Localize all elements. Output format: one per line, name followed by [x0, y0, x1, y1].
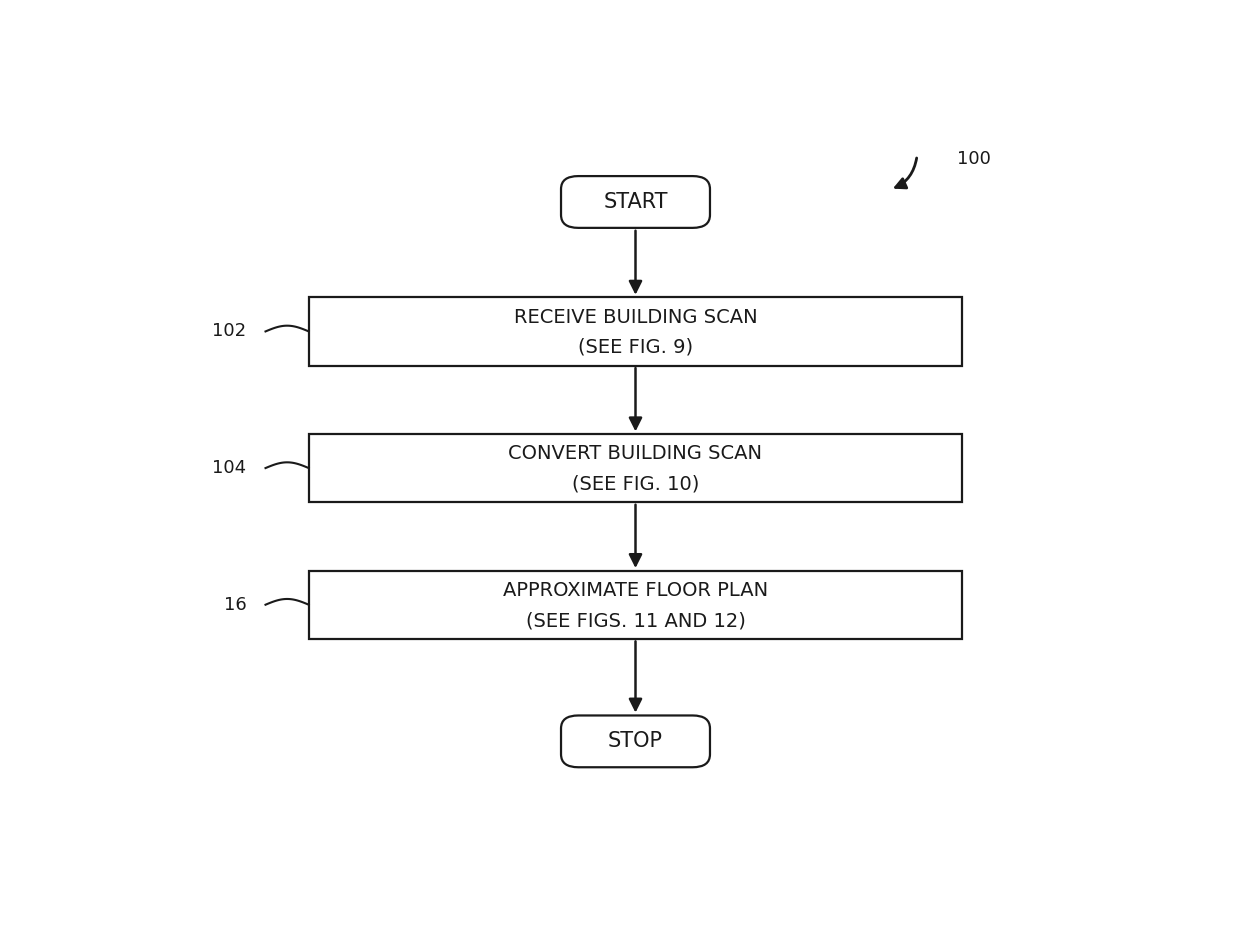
- Text: (SEE FIG. 9): (SEE FIG. 9): [578, 338, 693, 357]
- Text: START: START: [603, 192, 668, 212]
- Text: APPROXIMATE FLOOR PLAN: APPROXIMATE FLOOR PLAN: [503, 581, 768, 600]
- Text: 16: 16: [223, 596, 247, 614]
- Text: 100: 100: [957, 149, 991, 168]
- Text: 104: 104: [212, 460, 247, 477]
- FancyBboxPatch shape: [560, 177, 711, 228]
- Text: CONVERT BUILDING SCAN: CONVERT BUILDING SCAN: [508, 445, 763, 463]
- FancyBboxPatch shape: [560, 715, 711, 767]
- Bar: [309, 571, 962, 639]
- Text: (SEE FIGS. 11 AND 12): (SEE FIGS. 11 AND 12): [526, 611, 745, 630]
- Text: RECEIVE BUILDING SCAN: RECEIVE BUILDING SCAN: [513, 307, 758, 327]
- Bar: [309, 297, 962, 365]
- Text: STOP: STOP: [608, 731, 663, 751]
- Text: (SEE FIG. 10): (SEE FIG. 10): [572, 474, 699, 493]
- Bar: [309, 434, 962, 502]
- Text: 102: 102: [212, 322, 247, 340]
